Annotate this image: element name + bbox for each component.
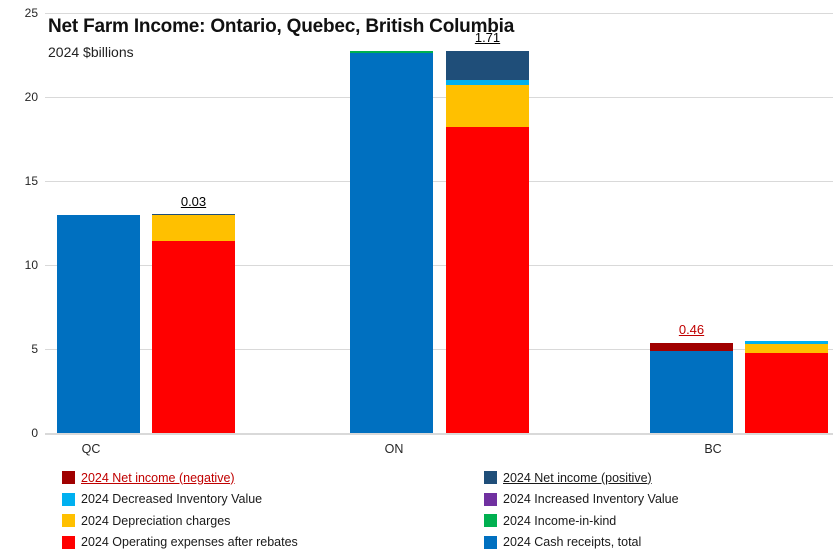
- bar-segment-2024-operating-expenses-after-rebates: [152, 241, 235, 433]
- legend-item-2024-income-in-kind: 2024 Income-in-kind: [484, 512, 616, 529]
- legend-item-2024-net-income-negative: 2024 Net income (negative): [62, 469, 235, 486]
- y-axis-tick-label: 15: [24, 174, 38, 188]
- legend-label: 2024 Decreased Inventory Value: [81, 492, 263, 506]
- legend-item-2024-cash-receipts-total: 2024 Cash receipts, total: [484, 534, 641, 551]
- bar-annotation: 0.46: [678, 321, 705, 337]
- legend-item-2024-decreased-inventory-value: 2024 Decreased Inventory Value: [62, 491, 262, 508]
- grid-line: [45, 12, 833, 14]
- legend-swatch: [484, 514, 497, 527]
- legend-item-2024-depreciation-charges: 2024 Depreciation charges: [62, 512, 230, 529]
- bar-segment-2024-depreciation-charges: [152, 215, 235, 242]
- y-axis-tick-label: 25: [24, 6, 38, 20]
- legend-swatch: [62, 471, 75, 484]
- grid-line: [45, 96, 833, 98]
- bar-segment-2024-cash-receipts-total: [57, 214, 140, 433]
- bar-segment-2024-net-income-positive: [446, 51, 529, 81]
- bar-annotation: 0.03: [180, 193, 207, 209]
- chart-subtitle: 2024 $billions: [48, 44, 134, 60]
- grid-line: [45, 264, 833, 266]
- bar-segment-2024-depreciation-charges: [446, 85, 529, 128]
- legend-swatch: [484, 471, 497, 484]
- legend-item-2024-net-income-positive: 2024 Net income (positive): [484, 469, 652, 486]
- legend-swatch: [484, 492, 497, 506]
- y-axis-tick-label: 5: [31, 342, 38, 356]
- legend-label: 2024 Net income (positive): [503, 470, 652, 485]
- legend-item-2024-operating-expenses-after-rebates: 2024 Operating expenses after rebates: [62, 534, 298, 551]
- grid-line: [45, 348, 833, 350]
- x-axis-label: ON: [384, 442, 404, 456]
- legend-label: 2024 Income-in-kind: [503, 513, 617, 528]
- legend-item-2024-increased-inventory-value: 2024 Increased Inventory Value: [484, 491, 679, 508]
- bar-segment-2024-net-income-negative: [650, 342, 733, 351]
- x-axis-label: BC: [704, 442, 722, 456]
- legend-swatch: [484, 535, 497, 549]
- legend-label: 2024 Operating expenses after rebates: [81, 535, 298, 549]
- bar-segment-2024-depreciation-charges: [745, 343, 828, 354]
- chart-title: Net Farm Income: Ontario, Quebec, Britis…: [48, 16, 515, 37]
- grid-line: [45, 180, 833, 182]
- legend-label: 2024 Depreciation charges: [81, 513, 231, 528]
- legend-swatch: [62, 492, 75, 506]
- bar-segment-2024-operating-expenses-after-rebates: [745, 353, 828, 433]
- legend-swatch: [62, 514, 75, 527]
- bar-segment-2024-decreased-inventory-value: [446, 80, 529, 86]
- legend-label: 2024 Net income (negative): [81, 470, 235, 485]
- bar-segment-2024-cash-receipts-total: [650, 350, 733, 433]
- y-axis-tick-label: 20: [24, 90, 38, 104]
- x-axis-label: QC: [81, 442, 101, 456]
- bar-annotation: 1.71: [474, 30, 501, 46]
- x-axis-line: [45, 433, 833, 435]
- bar-segment-2024-cash-receipts-total: [350, 53, 433, 433]
- bar-segment-2024-income-in-kind: [350, 50, 433, 54]
- bar-segment-2024-decreased-inventory-value: [745, 341, 828, 344]
- bar-segment-2024-net-income-positive: [152, 214, 235, 216]
- legend-label: 2024 Cash receipts, total: [503, 535, 642, 549]
- legend-label: 2024 Increased Inventory Value: [503, 492, 679, 506]
- y-axis-tick-label: 0: [31, 426, 38, 440]
- y-axis-tick-label: 10: [24, 258, 38, 272]
- legend-swatch: [62, 535, 75, 549]
- bar-segment-2024-operating-expenses-after-rebates: [446, 127, 529, 433]
